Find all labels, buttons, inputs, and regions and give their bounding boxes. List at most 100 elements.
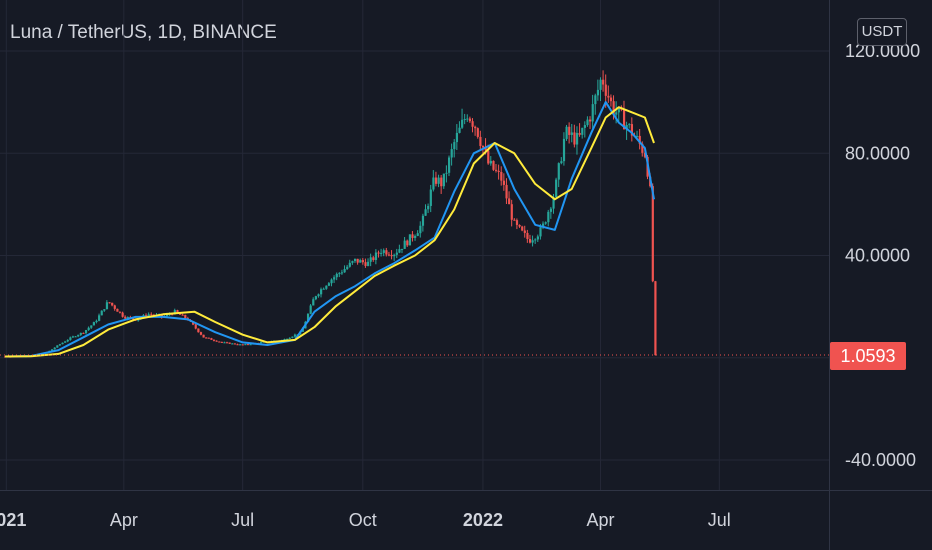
- candle-body: [445, 172, 448, 174]
- candle-body: [239, 344, 242, 346]
- candle-body: [427, 205, 430, 210]
- candle-body: [218, 341, 221, 343]
- candle-body: [215, 340, 218, 342]
- candle-body: [471, 121, 474, 127]
- x-tick-label: Oct: [349, 510, 377, 530]
- y-tick-label: 80.0000: [845, 143, 910, 163]
- candle-body: [145, 315, 148, 317]
- candle-body: [487, 150, 490, 164]
- candle-body: [570, 132, 573, 135]
- candle-body: [628, 124, 631, 126]
- candle-body: [113, 305, 116, 309]
- candle-body: [526, 232, 529, 240]
- candle-body: [583, 125, 587, 128]
- candle-body: [416, 233, 419, 236]
- candle-body: [654, 281, 657, 356]
- candle-body: [184, 314, 187, 319]
- candle-body: [437, 177, 440, 184]
- candle-body: [505, 184, 508, 199]
- candle-body: [641, 143, 644, 153]
- candle-body: [385, 250, 388, 255]
- candle-body: [160, 314, 163, 317]
- candle-body: [429, 189, 432, 206]
- candle-body: [71, 336, 75, 338]
- candle-body: [126, 317, 129, 319]
- candle-body: [259, 342, 263, 344]
- candle-body: [523, 230, 526, 233]
- candle-body: [225, 342, 229, 344]
- candle-body: [447, 157, 451, 173]
- candle-body: [432, 177, 435, 190]
- candle-body: [476, 128, 479, 137]
- candle-body: [390, 255, 393, 257]
- candle-body: [335, 273, 338, 278]
- candle-body: [207, 337, 210, 339]
- candle-body: [622, 109, 626, 130]
- candle-body: [625, 124, 628, 130]
- y-tick-label: 40.0000: [845, 246, 910, 266]
- candle-body: [387, 254, 391, 256]
- candle-body: [463, 119, 466, 121]
- candle-body: [351, 261, 354, 263]
- candle-body: [594, 95, 597, 105]
- candle-body: [403, 240, 406, 249]
- candle-body: [382, 250, 385, 253]
- candle-body: [111, 302, 114, 306]
- candle-layer: [4, 70, 657, 358]
- candle-body: [557, 163, 560, 180]
- candle-body: [95, 320, 98, 323]
- candle-body: [312, 299, 315, 306]
- candle-body: [617, 107, 620, 113]
- candle-body: [286, 338, 289, 340]
- candle-body: [515, 220, 519, 225]
- candle-body: [419, 225, 422, 234]
- candle-body: [364, 262, 367, 266]
- candle-body: [442, 173, 445, 187]
- candle-body: [340, 272, 344, 274]
- grid-layer: [0, 0, 829, 490]
- x-tick-label: Apr: [110, 510, 138, 530]
- candle-body: [372, 257, 375, 261]
- candle-body: [398, 249, 401, 253]
- candle-body: [421, 215, 425, 226]
- x-tick-label: Jul: [708, 510, 731, 530]
- candle-body: [66, 339, 69, 342]
- candle-body: [87, 327, 90, 331]
- candle-body: [562, 138, 566, 162]
- candle-body: [568, 126, 571, 135]
- candle-body: [434, 177, 438, 184]
- candle-body: [544, 222, 547, 224]
- last-price-label: 1.0593: [830, 342, 906, 370]
- candle-body: [293, 334, 297, 337]
- candle-body: [58, 344, 62, 346]
- candle-body: [393, 254, 396, 257]
- candle-body: [586, 119, 589, 126]
- candle-body: [77, 334, 80, 337]
- candle-body: [481, 145, 485, 148]
- candle-body: [408, 234, 412, 246]
- candle-body: [573, 132, 576, 145]
- candle-body: [367, 261, 370, 266]
- candle-body: [489, 160, 492, 164]
- candle-body: [51, 349, 54, 351]
- candle-body: [199, 332, 203, 335]
- candle-body: [92, 322, 95, 326]
- candle-body: [440, 177, 443, 187]
- candle-body: [500, 171, 503, 181]
- candle-body: [552, 197, 555, 209]
- candle-body: [549, 208, 553, 212]
- candle-body: [575, 132, 579, 145]
- candle-body: [90, 325, 93, 328]
- candle-body: [244, 344, 247, 346]
- x-tick-label: Apr: [586, 510, 614, 530]
- candle-body: [479, 136, 482, 146]
- candle-body: [450, 149, 453, 158]
- candle-body: [74, 336, 77, 338]
- currency-unit-button[interactable]: USDT: [857, 18, 907, 46]
- candle-body: [374, 252, 378, 261]
- candle-body: [325, 285, 328, 289]
- candle-body: [484, 147, 487, 151]
- candle-body: [565, 126, 568, 139]
